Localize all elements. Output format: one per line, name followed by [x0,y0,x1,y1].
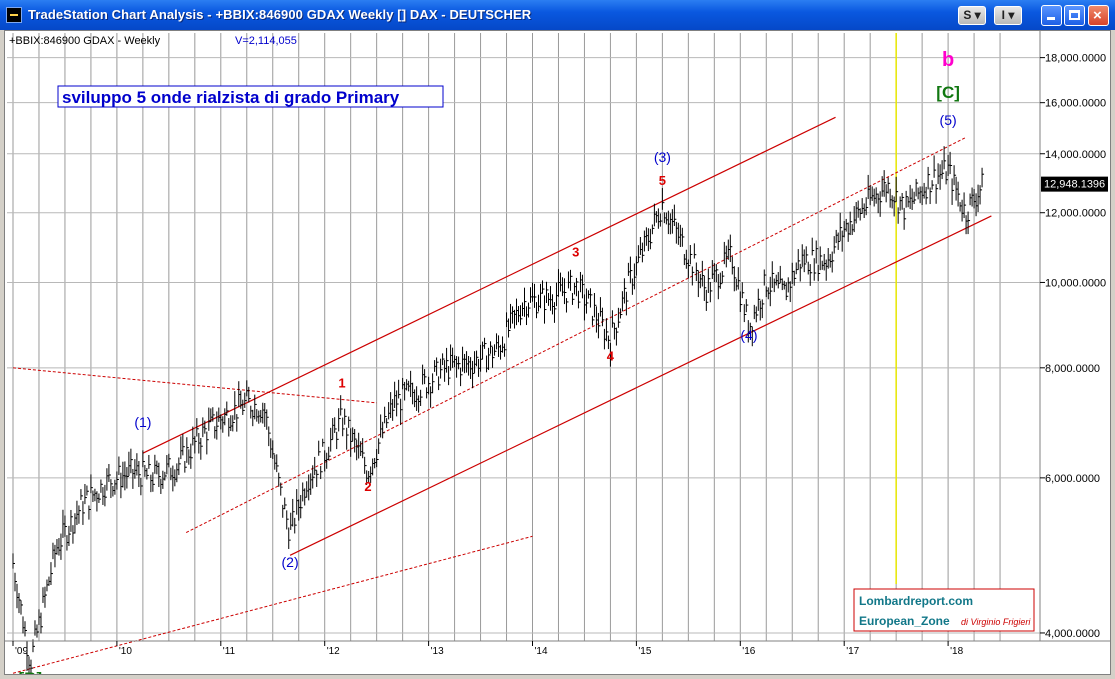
time-tick-label: '18 [950,646,963,657]
time-tick-label: '13 [431,646,444,657]
wave-label: 5 [659,173,666,188]
wave-label: (4) [740,327,757,343]
time-tick-label: '11 [223,646,236,657]
wave-label: b [942,49,954,71]
wave-label: 3 [572,245,579,260]
price-tick-label: 8,000.0000 [1045,363,1100,375]
minimize-button[interactable] [1041,5,1062,26]
time-tick-label: '10 [119,646,132,657]
credits-author: di Virginio Frigieri [961,617,1031,627]
wave-label: 4 [607,349,615,364]
last-price-label: 12,948.1396 [1044,179,1105,191]
price-tick-label: 16,000.0000 [1045,98,1106,110]
time-tick-label: '12 [327,646,340,657]
long-support-line [12,535,533,674]
title-bar[interactable]: TradeStation Chart Analysis - +BBIX:8469… [0,0,1115,30]
wave-label: [C] [936,83,960,102]
median-channel-line [185,137,966,534]
s-button[interactable]: S ▾ [958,6,986,25]
wave-label: (1) [134,414,151,430]
symbol-label: +BBIX:846900 GDAX - Weekly [9,35,161,47]
volume-label: V=2,114,055 [235,35,297,47]
credits-line2: European_Zone [859,614,950,628]
s-button-label: S [963,8,972,22]
time-tick-label: '17 [846,646,859,657]
price-tick-label: 18,000.0000 [1045,53,1106,65]
upper-channel-line [142,116,836,454]
annotation-box [57,85,444,108]
time-tick-label: '14 [535,646,548,657]
price-tick-label: 6,000.0000 [1045,473,1100,485]
lower-channel-line [289,215,992,556]
credits-line1: Lombardreport.com [859,594,973,608]
wave-label: (2) [282,554,299,570]
chart-area[interactable]: 4,000.0000 6,000.0000 8,000.0000 10,000.000… [4,30,1111,675]
close-icon: × [1093,7,1102,24]
price-tick-label: 10,000.0000 [1045,277,1106,289]
wave-label: 2 [364,479,371,494]
window-title: TradeStation Chart Analysis - +BBIX:8469… [28,7,532,22]
resistance-line [12,367,377,404]
maximize-button[interactable] [1064,5,1085,26]
time-tick-label: '15 [638,646,651,657]
close-button[interactable]: × [1088,5,1109,26]
time-tick-label: '16 [742,646,755,657]
credits-box [853,588,1035,632]
price-tick-label: 4,000.0000 [1045,628,1100,640]
maximize-icon [1069,10,1080,20]
price-tick-label: 12,000.0000 [1045,208,1106,220]
wave-label: (5) [940,112,957,128]
price-tick-label: 14,000.0000 [1045,149,1106,161]
wave-label: [B] [19,669,43,674]
last-price-box [1041,176,1108,192]
wave-label: 1 [338,375,345,390]
price-chart[interactable]: 4,000.0000 6,000.0000 8,000.0000 10,000.000… [5,31,1110,674]
minimize-icon [1047,17,1055,20]
annotation-title: sviluppo 5 onde rialzista di grado Prima… [62,88,400,107]
chart-background [5,31,1110,674]
i-button-label: I [1001,8,1005,22]
wave-label: (3) [654,149,671,165]
app-icon [6,7,22,23]
i-button[interactable]: I ▾ [994,6,1022,25]
time-tick-label: '09 [15,646,28,657]
